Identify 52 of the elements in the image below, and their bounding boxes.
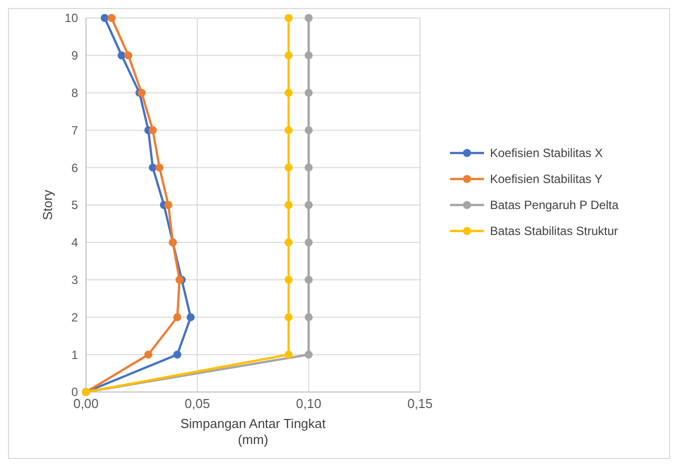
x-axis-title: Simpangan Antar Tingkat (mm) [180,416,326,447]
point [284,201,293,209]
point [108,14,116,22]
point [155,164,164,172]
point [304,14,313,22]
legend-label: Koefisien Stabilitas Y [490,172,603,186]
point [284,126,293,134]
y-axis-title: Story [40,189,55,220]
point [186,313,195,322]
y-tick-label: 5 [71,198,78,212]
y-tick-label: 2 [71,310,78,324]
point [173,313,182,322]
y-tick-label: 8 [71,86,78,100]
point [284,51,293,60]
point [124,51,132,60]
point [148,164,157,172]
y-tick-label: 3 [71,273,78,287]
x-tick-label: 0,10 [296,396,322,411]
point [304,126,313,134]
y-tick-label: 1 [71,348,78,362]
point [304,276,313,284]
point [284,88,293,97]
legend-label: Koefisien Stabilitas X [490,146,603,160]
point [173,350,182,359]
point [284,313,293,322]
point [304,88,313,97]
point [284,276,293,284]
point [304,164,313,172]
x-tick-label: 0,15 [407,396,433,411]
y-tick-label: 6 [71,160,78,175]
point [284,164,293,172]
point [284,238,293,246]
x-tick-label: 0,05 [184,396,210,411]
point [144,350,152,359]
point [164,201,172,209]
point [118,51,126,60]
point [148,126,157,134]
y-tick-label: 9 [71,48,78,63]
point [304,350,313,359]
point [304,313,313,322]
y-tick-label: 7 [71,123,78,138]
point [100,14,109,22]
y-tick-label: 4 [71,236,78,250]
y-tick-label: 10 [64,11,78,26]
legend-label: Batas Pengaruh P Delta [490,198,619,212]
point [138,88,146,97]
point [284,350,293,359]
legend-label: Batas Stabilitas Struktur [490,224,618,238]
point [304,51,313,60]
point [304,201,313,209]
point [304,238,313,246]
point [284,14,293,22]
